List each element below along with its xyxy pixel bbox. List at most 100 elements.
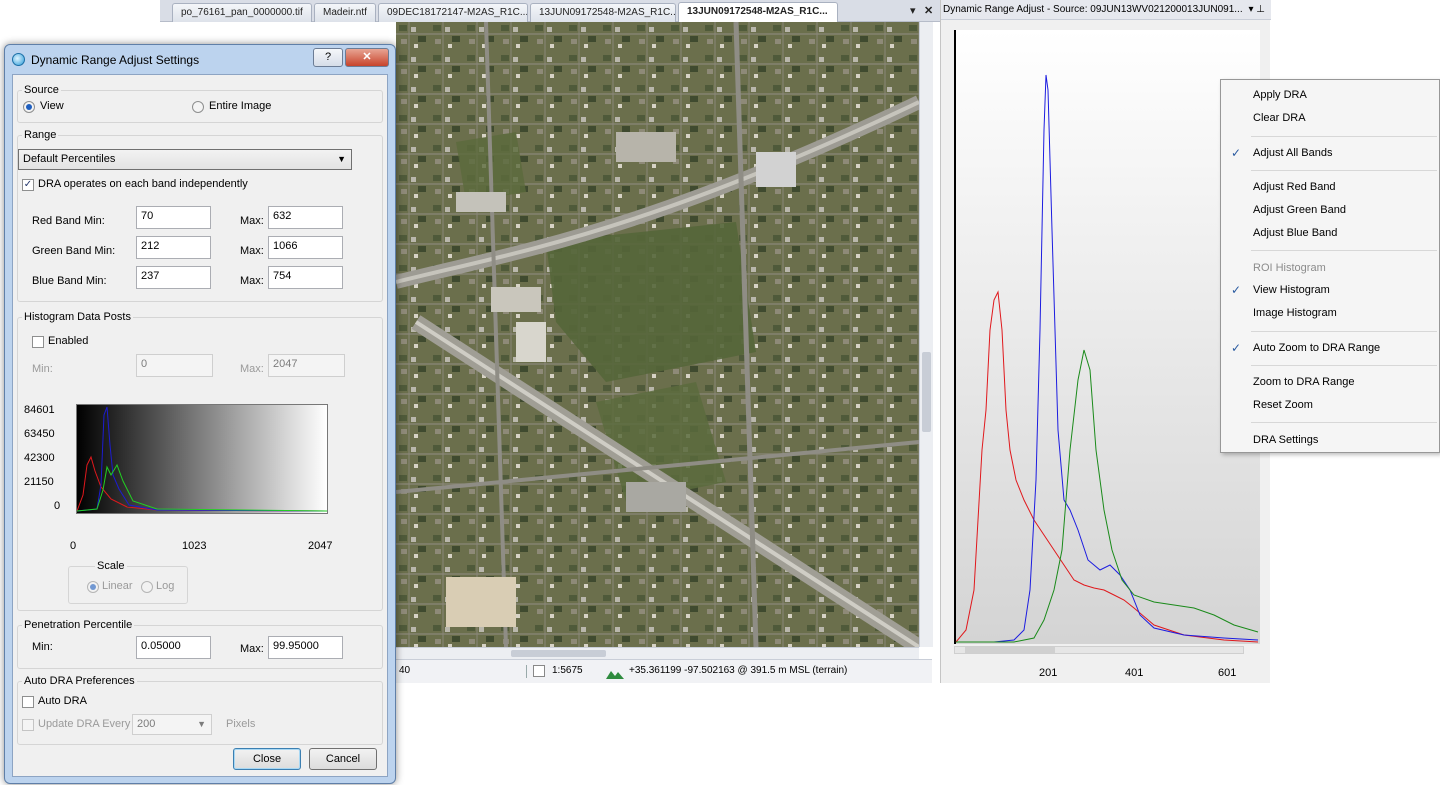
tab-09dec18172147[interactable]: 09DEC18172147-M2AS_R1C... (378, 3, 528, 22)
red-band-min-label: Red Band Min: (32, 215, 105, 227)
histogram-enabled-label: Enabled (48, 335, 89, 347)
dra-context-menu: Apply DRA Clear DRA ✓ Adjust All Bands A… (1220, 79, 1440, 453)
cancel-button[interactable]: Cancel (309, 748, 377, 770)
penetration-min-input[interactable]: 0.05000 (136, 636, 211, 659)
dra-panel-title: Dynamic Range Adjust - Source: 09JUN13WV… (941, 0, 1271, 20)
pixels-label: Pixels (226, 718, 256, 730)
histogram-max-input[interactable]: 2047 (268, 354, 345, 377)
document-tab-strip: po_76161_pan_0000000.tif Madeir.ntf 09DE… (160, 0, 940, 22)
update-dra-checkbox[interactable] (22, 719, 34, 731)
status-divider (526, 665, 527, 678)
penetration-group: Penetration Percentile Min: 0.05000 Max:… (17, 619, 383, 669)
tab-13jun09172548-a[interactable]: 13JUN09172548-M2AS_R1C... (530, 3, 676, 22)
green-band-min-input[interactable]: 212 (136, 236, 211, 259)
close-tab-icon[interactable]: ✕ (924, 5, 934, 17)
dra-panel-title-text: Dynamic Range Adjust - Source: 09JUN13WV… (943, 4, 1243, 15)
source-view-label: View (40, 100, 64, 112)
range-group-label: Range (22, 129, 59, 141)
histogram-min-input[interactable]: 0 (136, 354, 213, 377)
help-button[interactable]: ? (313, 48, 343, 67)
menu-item-dra-settings[interactable]: DRA Settings (1253, 434, 1319, 446)
panel-pin-icon[interactable]: ▾ ⊥ (1248, 4, 1265, 15)
auto-dra-label: Auto DRA (38, 695, 87, 707)
map-scale-readout[interactable]: 1:5675 (552, 665, 583, 676)
blue-band-min-label: Blue Band Min: (32, 275, 107, 287)
penetration-max-input[interactable]: 99.95000 (268, 636, 343, 659)
menu-item-clear-dra[interactable]: Clear DRA (1253, 112, 1306, 124)
range-preset-select[interactable]: Default Percentiles ▼ (18, 149, 352, 170)
histogram-enabled-checkbox[interactable] (32, 336, 44, 348)
chevron-down-icon: ▼ (337, 154, 346, 164)
map-vertical-scroll-thumb[interactable] (922, 352, 931, 432)
menu-separator (1251, 422, 1437, 423)
map-horizontal-scroll-thumb[interactable] (511, 650, 606, 657)
blue-band-min-input[interactable]: 237 (136, 266, 211, 289)
tab-list-dropdown-icon[interactable]: ▾ (910, 5, 916, 17)
mini-green-curve (76, 463, 328, 512)
mini-red-curve (76, 455, 328, 512)
menu-item-adjust-green-band[interactable]: Adjust Green Band (1253, 204, 1346, 216)
menu-item-zoom-dra-range[interactable]: Zoom to DRA Range (1253, 376, 1355, 388)
auto-dra-group: Auto DRA Preferences Auto DRA Update DRA… (17, 675, 383, 745)
scale-linear-radio[interactable] (87, 581, 99, 593)
source-entire-image-radio[interactable] (192, 101, 204, 113)
tab-po-76161[interactable]: po_76161_pan_0000000.tif (172, 3, 312, 22)
checkmark-icon: ✓ (1231, 341, 1242, 355)
menu-item-apply-dra[interactable]: Apply DRA (1253, 89, 1307, 101)
satellite-imagery (396, 22, 919, 647)
red-band-curve (955, 290, 1259, 643)
histogram-posts-group-label: Histogram Data Posts (22, 311, 133, 323)
green-band-curve (956, 349, 1259, 643)
mini-blue-curve (76, 406, 328, 512)
source-view-radio[interactable] (23, 101, 35, 113)
menu-item-adjust-blue-band[interactable]: Adjust Blue Band (1253, 227, 1338, 239)
blue-band-max-input[interactable]: 754 (268, 266, 343, 289)
status-toggle-box[interactable] (533, 665, 545, 677)
hist-x-tick-401: 401 (1125, 667, 1144, 679)
mini-hist-x-tick: 0 (70, 540, 77, 552)
mini-hist-y-tick: 84601 (24, 404, 55, 416)
scale-subgroup: Scale Linear Log (68, 560, 188, 604)
menu-item-image-histogram[interactable]: Image Histogram (1253, 307, 1337, 319)
terrain-icon (606, 666, 624, 688)
hist-x-tick-201: 201 (1039, 667, 1058, 679)
mini-hist-y-tick: 0 (54, 500, 61, 512)
map-vertical-scrollbar[interactable] (919, 22, 933, 647)
menu-separator (1251, 250, 1437, 251)
green-band-max-input[interactable]: 1066 (268, 236, 343, 259)
menu-item-roi-histogram: ROI Histogram (1253, 262, 1326, 274)
source-entire-image-label: Entire Image (209, 100, 272, 112)
dra-histogram-plot[interactable] (954, 30, 1260, 644)
scale-log-radio[interactable] (141, 581, 153, 593)
menu-item-view-histogram[interactable]: View Histogram (1253, 284, 1330, 296)
map-horizontal-scrollbar[interactable] (396, 647, 919, 659)
menu-item-auto-zoom-dra-range[interactable]: Auto Zoom to DRA Range (1253, 342, 1381, 354)
menu-item-reset-zoom[interactable]: Reset Zoom (1253, 399, 1313, 411)
mini-hist-x-tick: 1023 (182, 540, 207, 552)
satellite-map-view[interactable] (396, 22, 919, 647)
histogram-scroll-thumb[interactable] (965, 647, 1055, 653)
red-band-min-input[interactable]: 70 (136, 206, 211, 229)
update-dra-interval-select[interactable]: 200 ▼ (132, 714, 212, 735)
independent-bands-checkbox[interactable]: ✓ (22, 179, 34, 191)
mini-hist-y-tick: 42300 (24, 452, 55, 464)
source-group: Source View Entire Image (17, 84, 383, 123)
menu-item-adjust-all-bands[interactable]: Adjust All Bands (1253, 147, 1333, 159)
tab-13jun09172548-active[interactable]: 13JUN09172548-M2AS_R1C... (678, 2, 838, 22)
histogram-min-label: Min: (32, 363, 53, 375)
map-status-bar: 40 1:5675 +35.361199 -97.502163 @ 391.5 … (396, 659, 932, 683)
menu-item-adjust-red-band[interactable]: Adjust Red Band (1253, 181, 1336, 193)
auto-dra-checkbox[interactable] (22, 696, 34, 708)
status-left-value: 40 (399, 665, 411, 676)
red-band-max-input[interactable]: 632 (268, 206, 343, 229)
histogram-scrollbar[interactable] (954, 646, 1244, 654)
close-button[interactable]: Close (233, 748, 301, 770)
dra-histogram-panel: Dynamic Range Adjust - Source: 09JUN13WV… (940, 0, 1271, 683)
histogram-max-label: Max: (240, 363, 264, 375)
update-dra-label: Update DRA Every (38, 718, 131, 730)
hist-x-tick-601: 601 (1218, 667, 1237, 679)
scale-log-label: Log (156, 580, 175, 592)
dialog-close-icon[interactable]: ✕ (345, 48, 389, 67)
tab-madeir[interactable]: Madeir.ntf (314, 3, 376, 22)
menu-separator (1251, 365, 1437, 366)
